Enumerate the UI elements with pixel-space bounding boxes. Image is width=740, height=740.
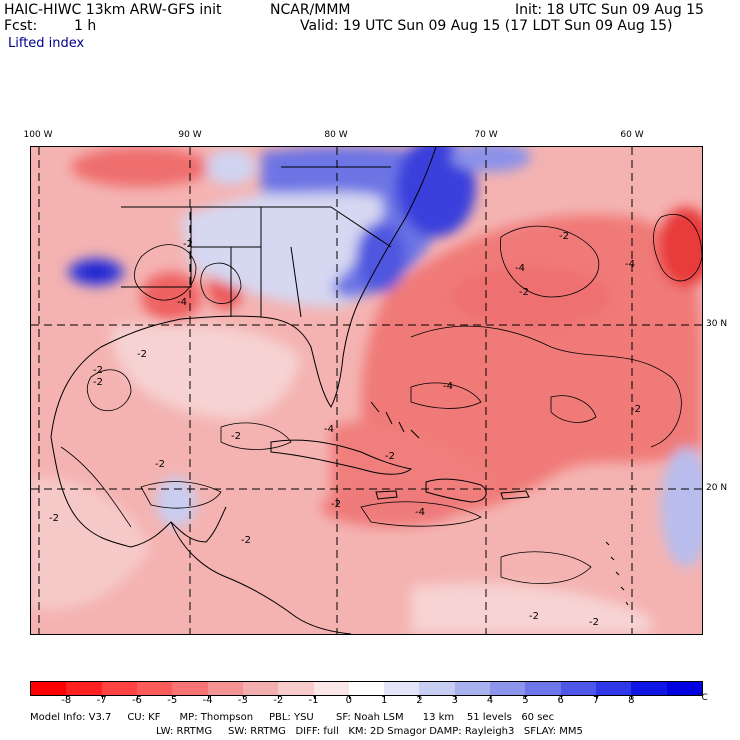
color-bar-box bbox=[348, 682, 385, 695]
color-bar-label: 4 bbox=[486, 695, 494, 706]
field-name: Lifted index bbox=[8, 36, 85, 51]
color-bar-box bbox=[136, 682, 173, 695]
color-bar-tick bbox=[101, 695, 103, 699]
color-bar-tick bbox=[278, 695, 280, 699]
color-bar-tick bbox=[207, 695, 209, 699]
lon-label-80w: 80 W bbox=[324, 130, 348, 140]
lon-label-60w: 60 W bbox=[620, 130, 644, 140]
color-bar-box bbox=[490, 682, 526, 695]
color-bar-box bbox=[560, 682, 596, 695]
contour-label: -2 bbox=[241, 535, 251, 546]
contour-label: -2 bbox=[631, 404, 641, 415]
contour-label: -2 bbox=[183, 239, 193, 250]
color-bar-box bbox=[172, 682, 208, 695]
color-bar-tick bbox=[313, 695, 315, 699]
color-bar-box bbox=[101, 682, 137, 695]
color-bar bbox=[30, 681, 703, 696]
color-bar-box bbox=[207, 682, 243, 695]
coastlines bbox=[50, 147, 629, 634]
contour-label-group: -2 -4 -2 -4 -4 -2 -4 -2 -2 -2 -4 -2 -2 -… bbox=[49, 231, 641, 628]
lifted-index-map: -2 -4 -2 -4 -4 -2 -4 -2 -2 -2 -4 -2 -2 -… bbox=[30, 146, 703, 635]
color-bar-label: -8 bbox=[61, 695, 72, 706]
contour-label: -2 bbox=[385, 451, 395, 462]
model-title: HAIC-HIWC 13km ARW-GFS init bbox=[4, 2, 222, 18]
contour-label: -4 bbox=[324, 424, 334, 435]
contour-label: -2 bbox=[589, 617, 599, 628]
color-bar-label: 1 bbox=[380, 695, 388, 706]
color-bar-tick bbox=[66, 695, 68, 699]
contour-label: -4 bbox=[177, 297, 187, 308]
contour-label: -2 bbox=[231, 431, 241, 442]
color-bar-tick bbox=[454, 695, 456, 699]
color-bar-label: -2 bbox=[273, 695, 284, 706]
forecast-hour: 1 h bbox=[74, 18, 97, 34]
color-bar-box bbox=[384, 682, 420, 695]
color-bar-tick bbox=[348, 695, 350, 699]
color-bar-box bbox=[596, 682, 632, 695]
contour-label: -2 bbox=[93, 377, 103, 388]
color-bar-tick bbox=[136, 695, 138, 699]
contour-label: -2 bbox=[93, 365, 103, 376]
contour-label: -4 bbox=[415, 507, 425, 518]
contour-label: -4 bbox=[625, 259, 635, 270]
color-bar-tick bbox=[490, 695, 492, 699]
map-svg: -2 -4 -2 -4 -4 -2 -4 -2 -2 -2 -4 -2 -2 -… bbox=[31, 147, 702, 634]
color-bar-tick bbox=[596, 695, 598, 699]
contour-label: -2 bbox=[137, 349, 147, 360]
color-bar-label: 3 bbox=[451, 695, 458, 706]
color-bar-tick bbox=[419, 695, 421, 699]
contour-label: -2 bbox=[49, 513, 59, 524]
color-bar-label: 8 bbox=[628, 695, 635, 706]
lon-label-90w: 90 W bbox=[178, 130, 202, 140]
color-bar-label: -7 bbox=[96, 695, 107, 706]
valid-time: Valid: 19 UTC Sun 09 Aug 15 (17 LDT Sun … bbox=[300, 18, 673, 34]
field-shading bbox=[31, 147, 702, 634]
color-bar-label: 7 bbox=[592, 695, 600, 706]
color-bar-tick bbox=[172, 695, 174, 699]
color-bar-unit: °C bbox=[697, 693, 708, 703]
color-bar-box bbox=[31, 682, 67, 695]
contour-label: -4 bbox=[515, 263, 525, 274]
color-bar-tick bbox=[384, 695, 386, 699]
lon-label-100w: 100 W bbox=[23, 130, 53, 140]
color-bar-box bbox=[419, 682, 455, 695]
color-bar-label: -3 bbox=[237, 695, 248, 706]
color-bar-box bbox=[631, 682, 667, 695]
contour-label: -2 bbox=[331, 499, 341, 510]
model-info-line1: Model Info: V3.7 CU: KF MP: Thompson PBL… bbox=[30, 712, 555, 723]
contour-label: -2 bbox=[519, 287, 529, 298]
color-bar-label: -4 bbox=[202, 695, 213, 706]
lon-label-70w: 70 W bbox=[474, 130, 498, 140]
color-bar-box bbox=[313, 682, 349, 695]
lat-label-20n: 20 N bbox=[706, 483, 728, 493]
color-bar-label: 6 bbox=[557, 695, 564, 706]
color-bar-label: -1 bbox=[308, 695, 319, 706]
color-bar-box bbox=[278, 682, 314, 695]
color-bar-label: 2 bbox=[416, 695, 423, 706]
color-bar-label: -5 bbox=[167, 695, 178, 706]
lat-label-30n: 30 N bbox=[706, 319, 728, 329]
color-bar-label: 5 bbox=[522, 695, 529, 706]
color-bar-box bbox=[454, 682, 491, 695]
color-bar-label: 0 bbox=[345, 695, 353, 706]
contour-lines bbox=[60, 214, 702, 584]
color-bar-tick bbox=[560, 695, 562, 699]
color-bar-box bbox=[66, 682, 102, 695]
init-time: Init: 18 UTC Sun 09 Aug 15 bbox=[515, 2, 704, 18]
contour-label: -4 bbox=[443, 381, 453, 392]
color-bar-tick bbox=[631, 695, 633, 699]
color-bar-box bbox=[525, 682, 561, 695]
contour-label: -2 bbox=[559, 231, 569, 242]
model-info-line2: LW: RRTMG SW: RRTMG DIFF: full KM: 2D Sm… bbox=[156, 726, 583, 737]
contour-label: -2 bbox=[155, 459, 165, 470]
color-bar-tick bbox=[242, 695, 244, 699]
org-label: NCAR/MMM bbox=[270, 2, 351, 18]
color-bar-tick bbox=[525, 695, 527, 699]
color-bar-label: -6 bbox=[131, 695, 142, 706]
contour-label: -2 bbox=[529, 611, 539, 622]
color-bar-box bbox=[666, 682, 702, 695]
forecast-label: Fcst: bbox=[4, 18, 38, 34]
color-bar-box bbox=[242, 682, 279, 695]
